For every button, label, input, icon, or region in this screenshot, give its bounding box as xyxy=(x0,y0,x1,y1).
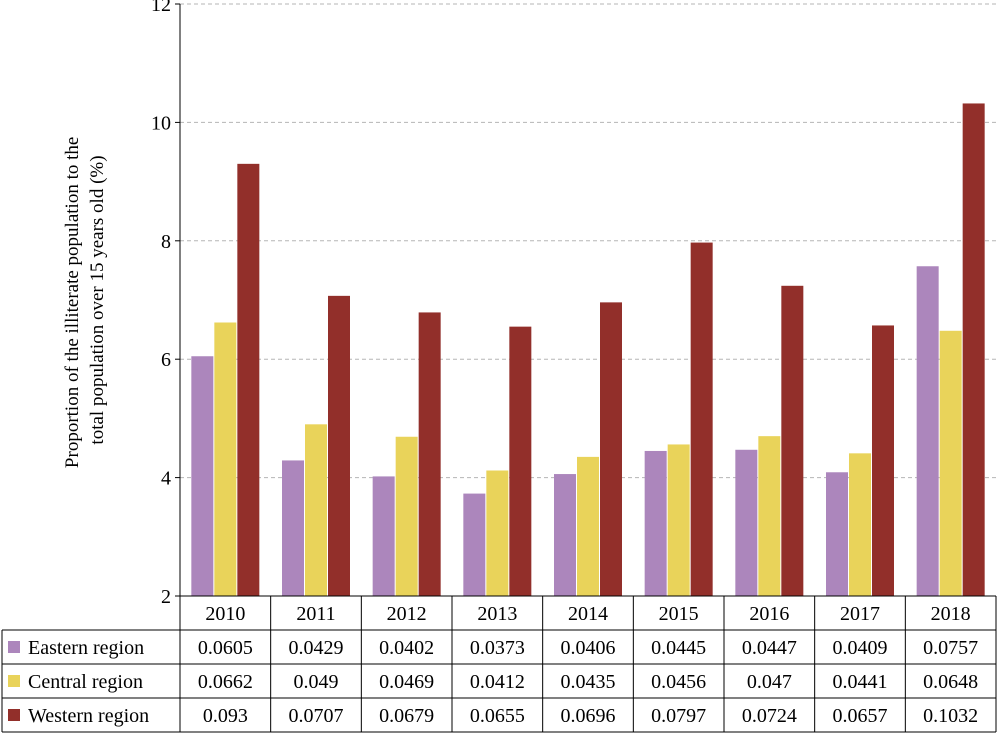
table-cell: 0.0402 xyxy=(379,637,434,659)
bar-central-region xyxy=(758,436,781,596)
table-cell: 0.0605 xyxy=(198,637,253,659)
bar-western-region xyxy=(237,163,260,596)
x-tick-label: 2015 xyxy=(659,603,699,625)
bar-eastern-region xyxy=(282,460,304,596)
bar-eastern-region xyxy=(826,472,848,596)
table-cell: 0.0412 xyxy=(470,671,525,693)
x-tick-label: 2017 xyxy=(840,603,880,625)
y-axis-label: Proportion of the illiterate population … xyxy=(62,132,108,468)
table-cell: 0.049 xyxy=(294,671,339,693)
table-cell: 0.0707 xyxy=(289,705,344,727)
bar-eastern-region xyxy=(554,474,576,596)
x-tick-label: 2018 xyxy=(931,603,971,625)
bar-central-region xyxy=(305,424,327,596)
legend-swatch xyxy=(8,709,20,721)
legend-label: Eastern region xyxy=(28,637,144,659)
y-tick-label: 12 xyxy=(151,0,171,16)
table-cell: 0.0679 xyxy=(379,705,434,727)
table-cell: 0.0657 xyxy=(833,705,888,727)
table-cell: 0.0447 xyxy=(742,637,797,659)
bar-eastern-region xyxy=(372,476,395,596)
table-cell: 0.0662 xyxy=(198,671,253,693)
bar-central-region xyxy=(577,456,599,596)
bar-eastern-region xyxy=(644,450,667,596)
bar-eastern-region xyxy=(735,449,758,596)
x-tick-label: 2014 xyxy=(568,603,608,625)
table-cell: 0.093 xyxy=(203,705,248,727)
y-tick-label: 8 xyxy=(161,231,171,253)
bar-western-region xyxy=(509,326,532,596)
table-cell: 0.0724 xyxy=(742,705,797,727)
bar-western-region xyxy=(418,312,441,596)
bar-central-region xyxy=(849,453,871,596)
table-cell: 0.0648 xyxy=(923,671,978,693)
legend-label: Western region xyxy=(28,705,149,727)
table-cell: 0.047 xyxy=(747,671,792,693)
table-cell: 0.1032 xyxy=(923,705,978,727)
y-axis-label-line-1: Proportion of the illiterate population … xyxy=(62,137,83,468)
y-axis: 2 4 6 8 10 12 xyxy=(151,0,181,608)
bar-western-region xyxy=(600,302,622,596)
bar-western-region xyxy=(328,295,350,596)
bar-eastern-region xyxy=(916,266,939,596)
table-cell: 0.0655 xyxy=(470,705,525,727)
table-cell: 0.0373 xyxy=(470,637,525,659)
y-tick-label: 4 xyxy=(161,468,171,490)
table-cell: 0.0429 xyxy=(289,637,344,659)
table-cell: 0.0469 xyxy=(379,671,434,693)
bar-central-region xyxy=(395,436,418,596)
bar-central-region xyxy=(214,322,237,596)
x-tick-label: 2011 xyxy=(296,603,335,625)
table-cell: 0.0409 xyxy=(833,637,888,659)
bar-western-region xyxy=(962,103,985,597)
data-table: 2010 2011 2012 2013 2014 2015 2016 2017 2018 East… xyxy=(1,595,997,733)
bar-central-region xyxy=(486,470,509,596)
x-tick-label: 2010 xyxy=(205,603,245,625)
table-cell: 0.0696 xyxy=(561,705,616,727)
bar-eastern-region xyxy=(463,493,486,596)
legend-label: Central region xyxy=(28,671,143,693)
bars xyxy=(191,103,985,597)
y-tick-label: 10 xyxy=(151,112,171,134)
bar-western-region xyxy=(781,285,804,596)
bar-western-region xyxy=(872,325,894,596)
x-tick-label: 2013 xyxy=(477,603,517,625)
table-cell: 0.0406 xyxy=(561,637,616,659)
table-cell: 0.0797 xyxy=(651,705,706,727)
y-axis-label-line-2: total population over 15 years old (%) xyxy=(87,155,108,444)
table-cell: 0.0757 xyxy=(923,637,978,659)
bar-central-region xyxy=(939,330,962,596)
x-tick-label: 2016 xyxy=(749,603,789,625)
x-tick-label: 2012 xyxy=(387,603,427,625)
table-cell: 0.0456 xyxy=(651,671,706,693)
y-tick-label: 6 xyxy=(161,349,171,371)
legend-swatch xyxy=(8,641,20,653)
bar-central-region xyxy=(667,444,690,596)
legend-swatch xyxy=(8,675,20,687)
bar-western-region xyxy=(690,242,713,597)
table-cell: 0.0435 xyxy=(561,671,616,693)
y-tick-label: 2 xyxy=(161,586,171,608)
table-cell: 0.0441 xyxy=(833,671,888,693)
bar-eastern-region xyxy=(191,356,214,596)
table-cell: 0.0445 xyxy=(651,637,706,659)
